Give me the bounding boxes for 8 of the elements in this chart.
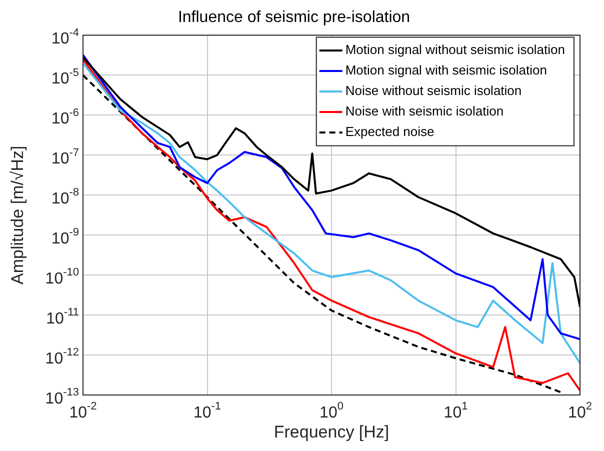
legend-label: Motion signal without seismic isolation	[345, 42, 565, 58]
legend-label: Noise with seismic isolation	[345, 104, 504, 119]
legend-label: Noise without seismic isolation	[345, 83, 522, 98]
legend-label: Motion signal with seismic isolation	[345, 62, 547, 78]
x-axis-title: Frequency [Hz]	[274, 422, 390, 442]
chart-title: Influence of seismic pre-isolation	[178, 9, 410, 26]
y-axis-title: Amplitude [m/√Hz]	[8, 146, 27, 284]
legend-label: Expected noise	[345, 124, 434, 140]
